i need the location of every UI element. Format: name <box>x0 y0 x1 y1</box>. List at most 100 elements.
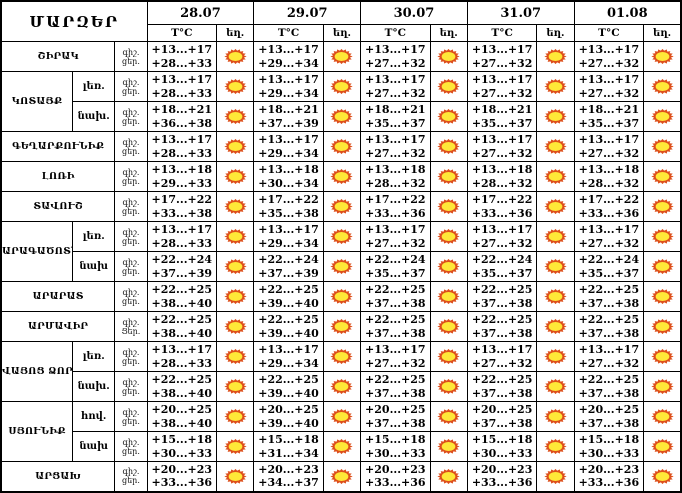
day-temperature: +39...+40 <box>258 386 319 400</box>
weather-cell <box>216 101 255 132</box>
sun-icon <box>544 318 567 335</box>
weather-cell <box>216 221 255 252</box>
temperature-cell: +17...+22 +33...+36 <box>466 191 538 222</box>
day-label: ցեր. <box>122 386 140 396</box>
weather-cell <box>643 221 682 252</box>
night-temperature: +13...+18 <box>578 163 640 176</box>
weather-cell <box>429 461 468 492</box>
sun-icon <box>544 78 567 95</box>
day-temperature: +37...+38 <box>365 386 426 400</box>
day-temperature: +37...+39 <box>151 266 213 280</box>
night-temperature: +13...+17 <box>365 43 426 56</box>
temperature-cell: +15...+18 +30...+33 <box>573 431 645 462</box>
night-temperature: +22...+25 <box>151 373 213 386</box>
region-name: ՎԱՅՈՑ ՁՈՐ <box>0 341 74 402</box>
day-temperature: +30...+33 <box>365 446 426 460</box>
sun-icon <box>650 48 674 65</box>
sun-icon <box>330 258 354 275</box>
night-temperature: +18...+21 <box>471 103 533 116</box>
table-row: ՏԱՎՈՒՇ գիշ. ցեր. +17...+22 +33...+38 +17...+2… <box>0 191 682 222</box>
day-temperature: +37...+38 <box>578 416 640 430</box>
temperature-cell: +13...+17 +27...+32 <box>466 221 538 252</box>
sun-icon <box>224 78 247 95</box>
sun-icon <box>650 318 674 335</box>
temperature-cell: +13...+17 +28...+33 <box>146 131 218 162</box>
day-temperature: +37...+38 <box>365 416 426 430</box>
night-temperature: +22...+25 <box>365 283 426 296</box>
weather-cell <box>322 431 362 462</box>
day-temperature: +28...+33 <box>151 86 213 100</box>
day-temperature: +28...+32 <box>365 176 426 190</box>
sun-icon <box>437 258 460 275</box>
temperature-cell: +13...+17 +29...+34 <box>253 71 324 102</box>
temperature-cell: +22...+25 +39...+40 <box>253 281 324 312</box>
day-temperature: +39...+40 <box>258 296 319 310</box>
day-label: ցեր. <box>122 56 140 66</box>
temperature-cell: +22...+25 +37...+38 <box>466 371 538 402</box>
night-temperature: +15...+18 <box>258 433 319 446</box>
day-temperature: +37...+38 <box>471 386 533 400</box>
day-temperature: +30...+34 <box>258 176 319 190</box>
temperature-cell: +22...+25 +37...+38 <box>466 311 538 342</box>
sun-icon <box>330 288 354 305</box>
sun-icon <box>330 78 354 95</box>
temperature-cell: +13...+17 +28...+33 <box>146 41 218 72</box>
sun-icon <box>650 438 674 455</box>
day-label: ցեր. <box>122 266 140 276</box>
day-temperature: +29...+34 <box>258 146 319 160</box>
weather-cell <box>643 341 682 372</box>
sun-icon <box>650 78 674 95</box>
temp-column-header: T°C <box>360 24 431 42</box>
night-label: գիշ. <box>122 197 140 207</box>
day-temperature: +28...+33 <box>151 356 213 370</box>
sun-icon <box>650 168 674 185</box>
sun-icon <box>437 378 460 395</box>
sun-icon <box>544 408 567 425</box>
table-row: ՎԱՅՈՑ ՁՈՐ լեռ. գիշ. ցեր. +13...+17 +28...+33 +… <box>0 341 682 402</box>
day-temperature: +33...+36 <box>365 206 426 220</box>
table-body: ՇԻՐԱԿ գիշ. ցեր. +13...+17 +28...+33 +13...+17… <box>0 41 682 492</box>
weather-cell <box>536 371 575 402</box>
sun-icon <box>650 258 674 275</box>
weather-column-header: եղ. <box>643 24 682 42</box>
sun-icon <box>224 198 247 215</box>
night-temperature: +20...+25 <box>365 403 426 416</box>
sun-icon <box>330 318 354 335</box>
day-temperature: +30...+33 <box>471 446 533 460</box>
zone-label: լեռ. <box>72 221 116 252</box>
day-temperature: +37...+38 <box>578 296 640 310</box>
night-temperature: +22...+25 <box>578 283 640 296</box>
region-name: ՍՅՈՒՆԻՔ <box>0 401 74 462</box>
temperature-cell: +22...+24 +37...+39 <box>253 251 324 282</box>
day-temperature: +29...+34 <box>258 56 319 70</box>
night-day-labels: գիշ. ցեր. <box>114 161 148 192</box>
sun-icon <box>330 138 354 155</box>
weather-cell <box>216 401 255 432</box>
sun-icon <box>650 468 674 484</box>
day-label: Ցեր. <box>121 326 141 336</box>
night-temperature: +20...+23 <box>151 462 213 476</box>
weather-cell <box>536 401 575 432</box>
day-temperature: +29...+33 <box>151 176 213 190</box>
region-name: ԱՐԱԳԱԾՈՏՆ <box>0 221 74 282</box>
sun-icon <box>224 228 247 245</box>
temperature-cell: +13...+17 +27...+32 <box>573 41 645 72</box>
day-temperature: +33...+36 <box>471 476 533 490</box>
weather-cell <box>216 191 255 222</box>
weather-cell <box>429 251 468 282</box>
weather-cell <box>429 191 468 222</box>
night-temperature: +22...+25 <box>471 283 533 296</box>
weather-cell <box>429 161 468 192</box>
weather-cell <box>429 281 468 312</box>
night-day-labels: գիշ. ցեր. <box>114 191 148 222</box>
temperature-cell: +13...+17 +29...+34 <box>253 341 324 372</box>
zone-label: նախ <box>72 251 116 282</box>
sun-icon <box>650 138 674 155</box>
night-temperature: +13...+17 <box>258 223 319 236</box>
night-temperature: +22...+25 <box>258 313 319 326</box>
temperature-cell: +13...+17 +27...+32 <box>360 41 431 72</box>
day-temperature: +37...+38 <box>365 296 426 310</box>
zone-label: նախ. <box>72 371 116 402</box>
weather-cell <box>643 431 682 462</box>
day-temperature: +27...+32 <box>471 236 533 250</box>
